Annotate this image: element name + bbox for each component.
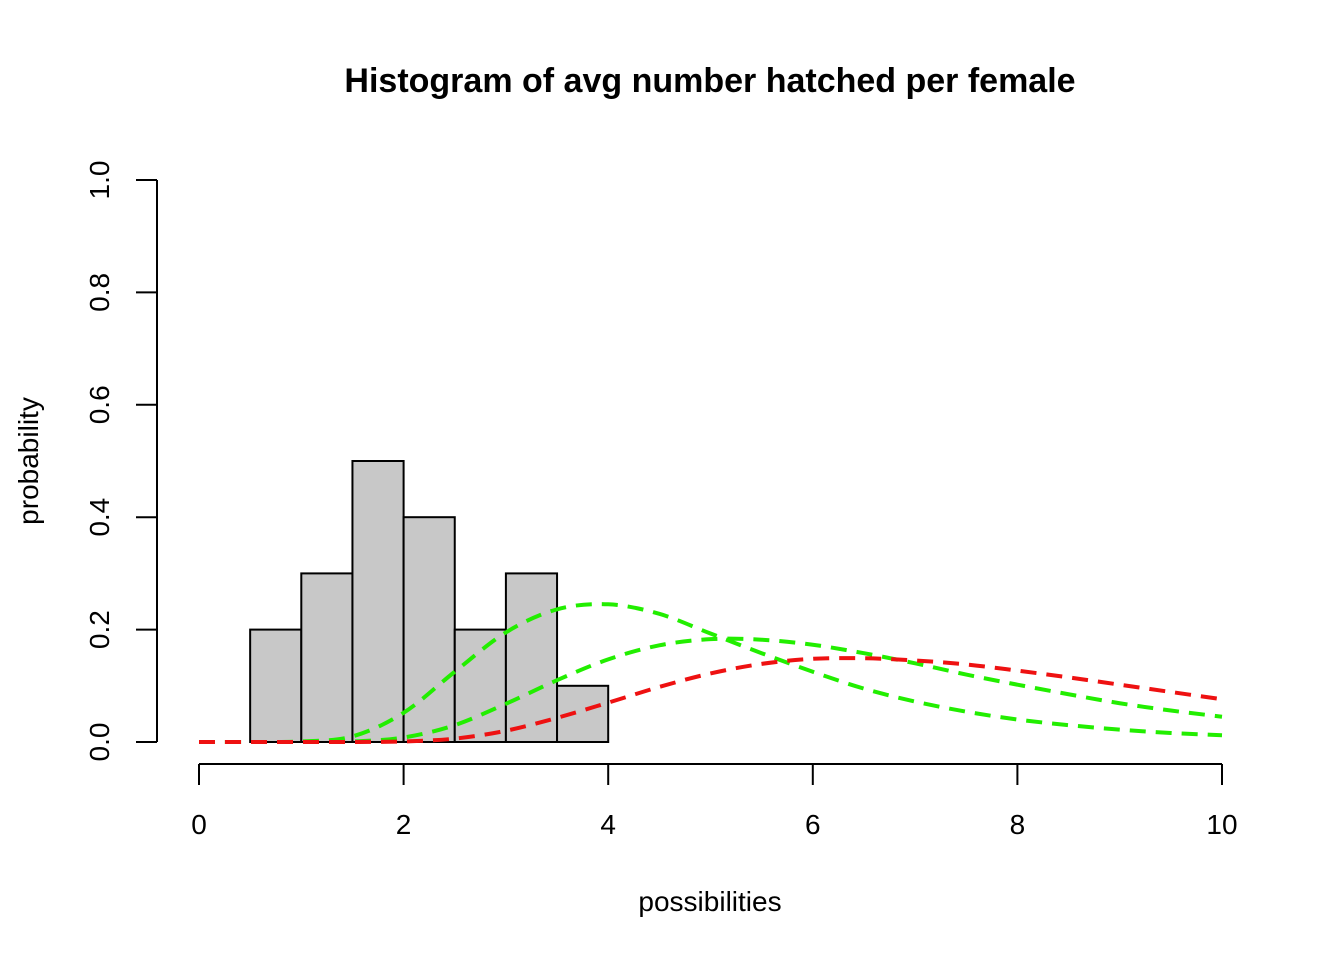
- x-tick-label-1: 0: [191, 809, 207, 840]
- y-tick-label-4: 0.6: [84, 385, 115, 424]
- x-tick-label-4: 6: [805, 809, 821, 840]
- density-curve-3: [198, 656, 1223, 745]
- histogram-bar-5: [453, 628, 507, 743]
- x-axis-label: possibilities: [638, 886, 781, 917]
- x-axis: 0 2 4 6 8 10: [191, 763, 1238, 840]
- y-tick-label-5: 0.8: [84, 273, 115, 312]
- x-tick-label-2: 2: [396, 809, 412, 840]
- histogram-bar-2: [300, 572, 354, 744]
- y-tick-label-6: 1.0: [84, 161, 115, 200]
- histogram-bar-6: [504, 572, 559, 744]
- density-curves: [198, 602, 1223, 745]
- y-axis: 0.0 0.2 0.4 0.6 0.8 1.0: [84, 161, 158, 762]
- histogram-bar-3: [351, 460, 405, 743]
- y-tick-label-1: 0.0: [84, 723, 115, 762]
- x-tick-label-3: 4: [600, 809, 616, 840]
- x-tick-label-6: 10: [1206, 809, 1237, 840]
- histogram-bar-1: [249, 628, 303, 743]
- y-tick-label-2: 0.2: [84, 610, 115, 649]
- y-tick-label-3: 0.4: [84, 498, 115, 537]
- y-axis-label: probability: [13, 397, 44, 525]
- chart-title: Histogram of avg number hatched per fema…: [344, 62, 1075, 100]
- density-curve-1: [198, 602, 1223, 745]
- x-tick-label-5: 8: [1010, 809, 1026, 840]
- histogram-bars: [249, 460, 610, 744]
